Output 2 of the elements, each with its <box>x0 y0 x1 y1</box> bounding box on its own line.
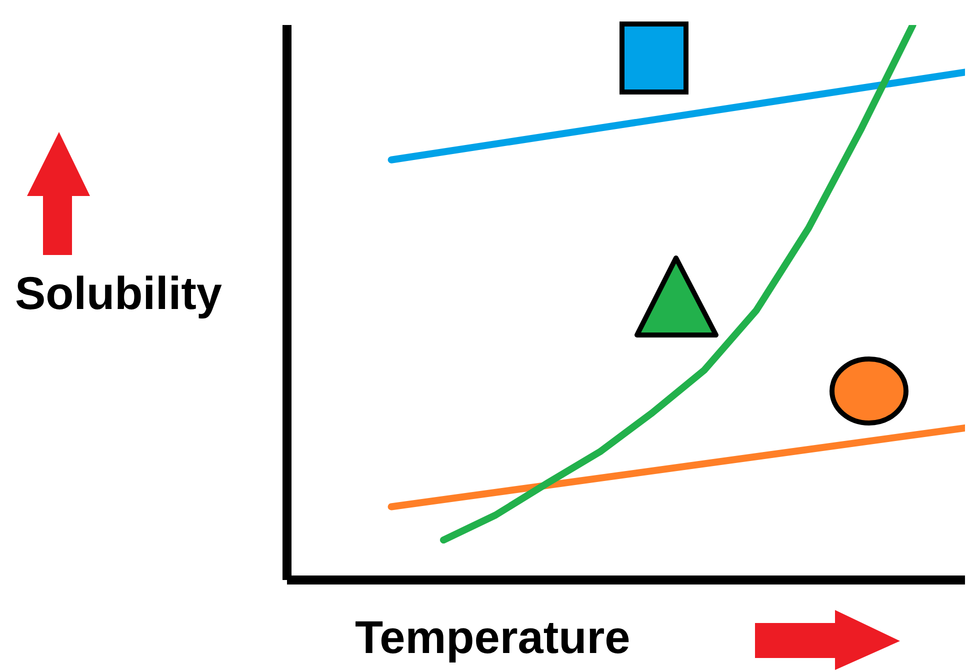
y-axis-title: Solubility <box>15 266 222 320</box>
x-axis-title: Temperature <box>355 610 630 664</box>
